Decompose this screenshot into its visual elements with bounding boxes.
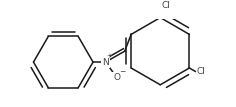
Text: Cl: Cl: [196, 67, 205, 76]
Text: −: −: [119, 68, 125, 77]
Text: O: O: [114, 73, 121, 82]
Text: Cl: Cl: [161, 1, 170, 10]
Text: N: N: [102, 58, 109, 67]
Text: +: +: [107, 53, 113, 59]
